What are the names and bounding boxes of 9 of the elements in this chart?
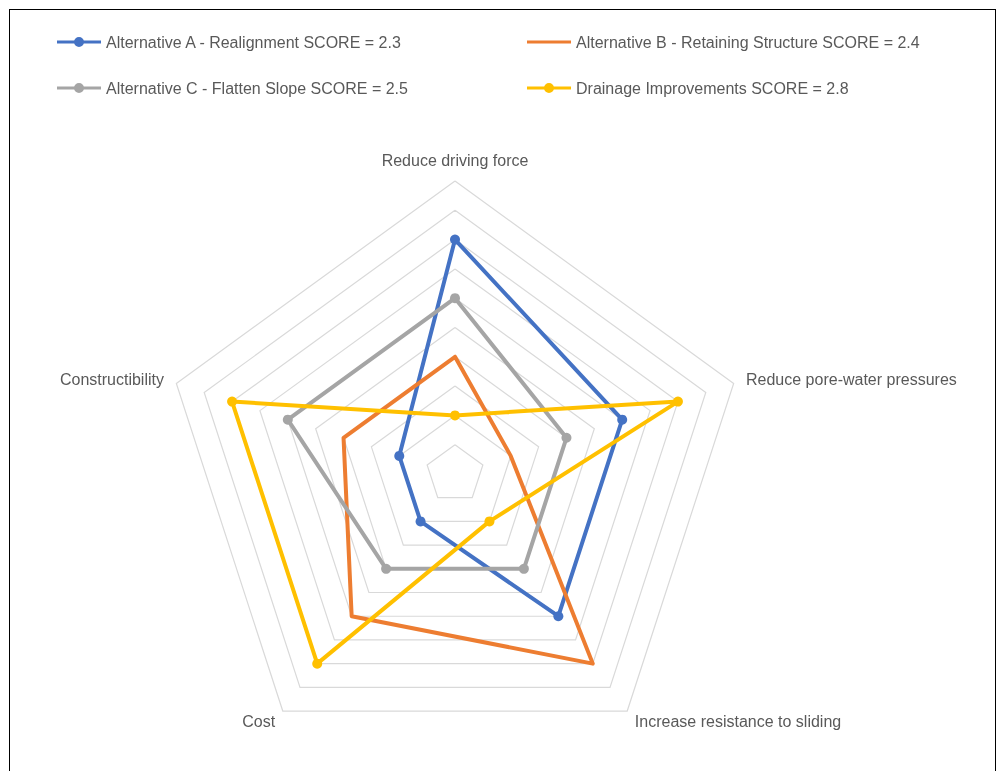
legend-label: Alternative C - Flatten Slope SCORE = 2.5 <box>106 79 409 97</box>
spoke-label: Constructibility <box>59 370 164 388</box>
spoke-label: Increase resistance to sliding <box>634 713 842 731</box>
legend-label: Drainage Improvements SCORE = 2.8 <box>576 79 849 97</box>
legend-label: Alternative B - Retaining Structure SCORE = 2.4 <box>576 33 920 51</box>
legend-label: Alternative A - Realignment SCORE = 2.3 <box>106 33 401 51</box>
spoke-label: Reduce driving force <box>381 151 529 169</box>
spoke-label: Cost <box>242 713 276 731</box>
spoke-label: Reduce pore-water pressures <box>746 370 957 388</box>
